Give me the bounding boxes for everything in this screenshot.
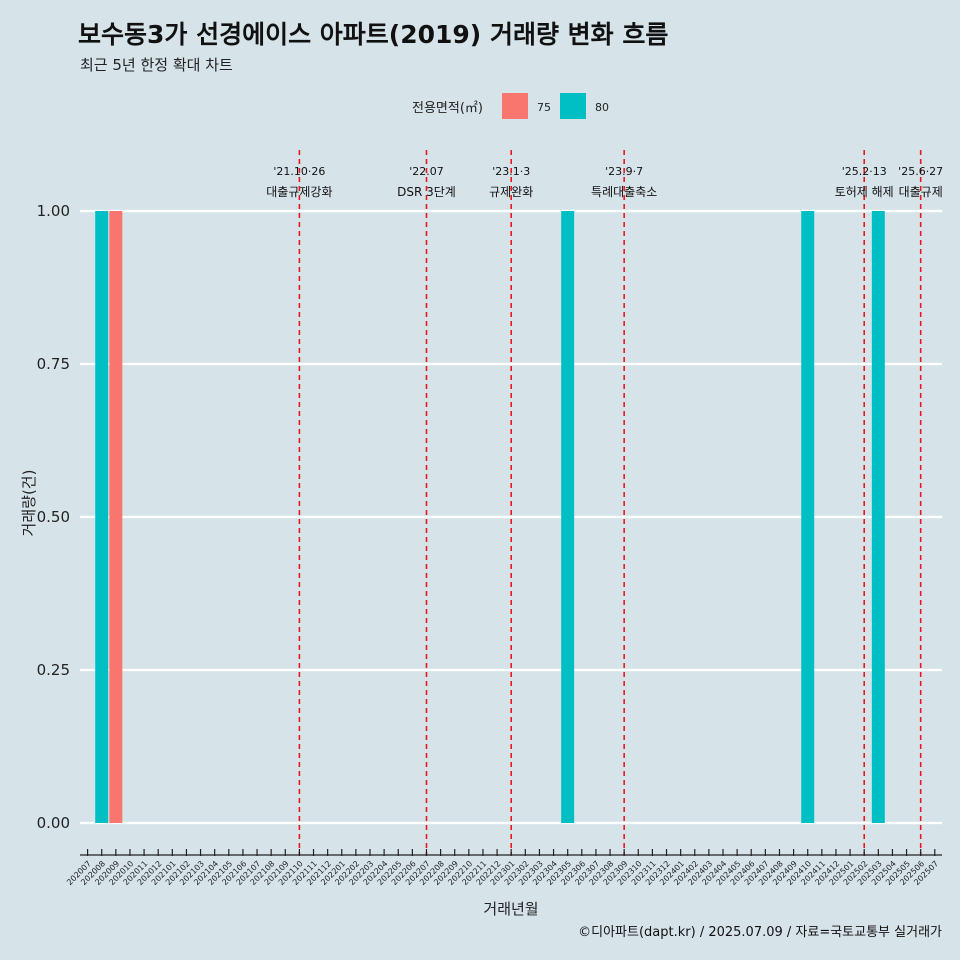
event-date: '23.9·7: [605, 165, 643, 178]
y-tick-label: 0.25: [37, 661, 70, 679]
bar-202008-80: [95, 211, 109, 823]
event-markers: '21.10·26 대출규제강화 '22.07 DSR 3단계 '23.1·3 규제완화 '…: [266, 150, 943, 855]
chart-subtitle: 최근 5년 한정 확대 차트: [80, 56, 233, 74]
event-label: 특례대출축소: [591, 185, 657, 199]
bar-202305-80: [561, 211, 575, 823]
caption: ©디아파트(dapt.kr) / 2025.07.09 / 자료=국토교통부 실…: [578, 925, 942, 940]
y-axis-title: 거래량(건): [20, 470, 38, 537]
y-tick-label: 1.00: [37, 202, 70, 220]
y-axis-ticks: 0.00 0.25 0.50 0.75 1.00: [37, 202, 70, 832]
event-date: '25.2·13: [842, 165, 887, 178]
event-label: 대출규제: [899, 185, 943, 199]
event-label: DSR 3단계: [397, 185, 456, 199]
legend-title: 전용면적(㎡): [412, 101, 483, 116]
bar-202009-75: [109, 211, 123, 823]
event-date: '25.6·27: [898, 165, 943, 178]
legend-swatch-80: [560, 93, 586, 119]
event-date: '23.1·3: [492, 165, 530, 178]
legend: 전용면적(㎡) 75 80: [412, 93, 609, 119]
event-label: 규제완화: [489, 185, 533, 199]
x-axis: 2020072020082020092020102020112020122021…: [65, 849, 942, 887]
bar-202410-80: [801, 211, 815, 823]
bar-202503-80: [871, 211, 885, 823]
y-tick-label: 0.75: [37, 355, 70, 373]
legend-label-75: 75: [537, 101, 551, 114]
legend-swatch-75: [502, 93, 528, 119]
bars: [95, 211, 885, 823]
chart-title: 보수동3가 선경에이스 아파트(2019) 거래량 변화 흐름: [78, 20, 668, 49]
y-tick-label: 0.00: [37, 814, 70, 832]
event-date: '22.07: [409, 165, 444, 178]
event-label: 토허제 해제: [835, 185, 894, 199]
event-date: '21.10·26: [273, 165, 325, 178]
grid-lines: [80, 209, 942, 825]
event-label: 대출규제강화: [266, 185, 332, 199]
legend-label-80: 80: [595, 101, 609, 114]
y-tick-label: 0.50: [37, 508, 70, 526]
x-axis-title: 거래년월: [483, 900, 538, 918]
